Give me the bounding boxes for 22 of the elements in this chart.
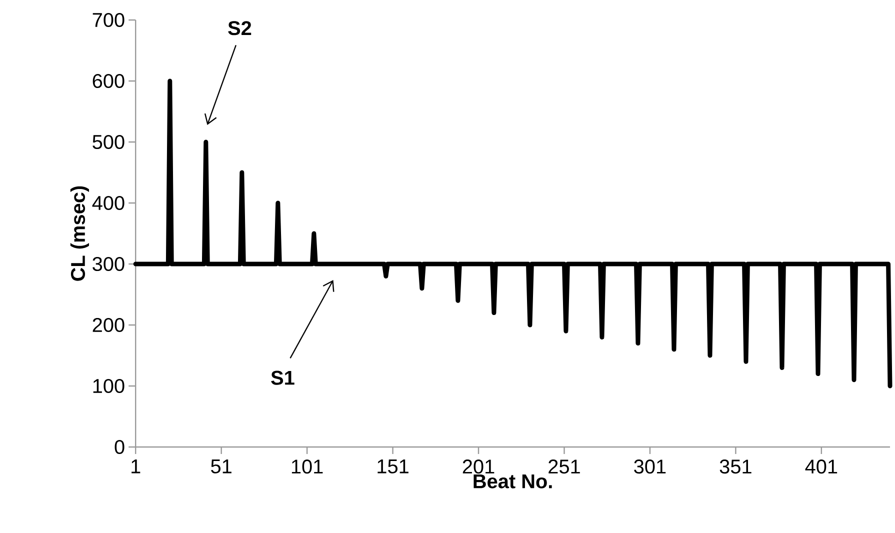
x-tick-label: 351 [720, 460, 752, 474]
x-tick-label: 1 [132, 460, 140, 474]
y-tick-label: 600 [92, 74, 124, 88]
y-tick-label: 100 [93, 378, 124, 394]
x-tick-label: 151 [378, 460, 408, 474]
x-tick-label: 401 [805, 460, 838, 474]
y-tick-label: 0 [114, 440, 124, 454]
y-axis-title: CL (msec) [70, 186, 89, 281]
y-tick-label: 300 [92, 256, 124, 272]
x-tick-label: 301 [634, 460, 666, 474]
x-tick-label: 101 [292, 460, 323, 474]
y-tick-label: 200 [92, 318, 124, 332]
x-tick-label: 251 [548, 460, 580, 474]
y-tick-label: 700 [92, 12, 124, 28]
x-axis-title: Beat No. [474, 474, 552, 488]
line-series [133, 78, 892, 388]
y-tick-label: 500 [92, 134, 124, 150]
annotation: S1 [271, 370, 294, 385]
x-tick-label: 51 [211, 460, 232, 474]
x-tick-label: 201 [462, 460, 494, 474]
y-tick-label: 400 [92, 196, 124, 210]
annotation: S2 [228, 21, 252, 36]
